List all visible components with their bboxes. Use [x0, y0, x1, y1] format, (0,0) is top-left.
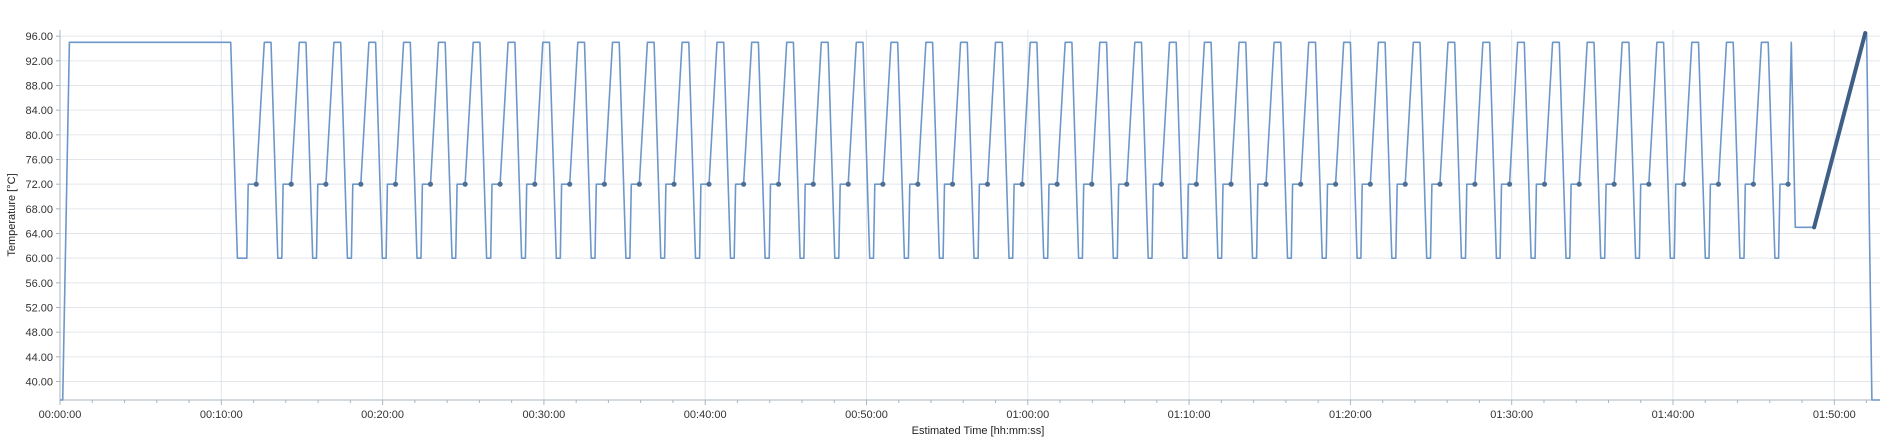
data-point-marker	[741, 181, 747, 187]
x-tick-label: 01:50:00	[1813, 409, 1856, 421]
data-point-marker	[1646, 181, 1652, 187]
data-point-marker	[1576, 181, 1582, 187]
y-tick-label: 44.00	[25, 352, 53, 364]
x-axis-ticks: 00:00:00 00:10:00 00:20:00 00:30:00 00:40:00…	[39, 400, 1868, 421]
series-layer	[60, 31, 1880, 401]
data-point-marker	[1263, 181, 1269, 187]
x-tick-label: 01:10:00	[1168, 409, 1211, 421]
data-point-marker	[1785, 181, 1791, 187]
data-point-marker	[253, 181, 259, 187]
y-tick-label: 80.00	[25, 130, 53, 142]
x-tick-label: 00:30:00	[522, 409, 565, 421]
data-point-marker	[775, 181, 782, 187]
data-point-marker	[915, 181, 921, 187]
data-point-marker	[1158, 181, 1165, 187]
data-point-marker	[1437, 181, 1443, 187]
x-tick-label: 01:00:00	[1006, 409, 1049, 421]
data-point-marker	[532, 181, 538, 187]
y-tick-label: 56.00	[25, 278, 53, 290]
data-point-marker	[392, 181, 399, 187]
y-tick-label: 88.00	[25, 81, 53, 93]
data-point-marker	[810, 181, 816, 187]
y-tick-label: 92.00	[25, 56, 53, 68]
data-point-marker	[1541, 181, 1548, 187]
y-tick-label: 96.00	[25, 31, 53, 43]
data-point-marker	[636, 181, 642, 187]
y-tick-label: 84.00	[25, 105, 53, 117]
y-axis-title: Temperature [°C]	[6, 173, 18, 256]
data-point-marker	[1367, 181, 1373, 187]
data-point-marker	[671, 181, 677, 187]
x-tick-label: 00:20:00	[361, 409, 404, 421]
y-axis-ticks: 40.00 44.00 48.00 52.00 56.00 60.00 64.00 68.00…	[25, 31, 60, 389]
data-point-marker	[323, 181, 329, 187]
data-point-marker	[845, 181, 851, 187]
data-point-marker	[1228, 181, 1234, 187]
x-tick-label: 01:30:00	[1490, 409, 1533, 421]
data-point-marker	[427, 181, 434, 187]
y-tick-label: 48.00	[25, 327, 53, 339]
y-tick-label: 72.00	[25, 179, 53, 191]
x-tick-label: 01:20:00	[1329, 409, 1372, 421]
x-tick-label: 00:40:00	[684, 409, 727, 421]
data-point-marker	[1402, 181, 1408, 187]
data-point-marker	[1333, 181, 1339, 187]
y-tick-label: 76.00	[25, 155, 53, 167]
data-point-marker	[984, 181, 991, 187]
data-point-marker	[1019, 181, 1025, 187]
ramp-segment	[1812, 31, 1868, 230]
data-point-marker	[1472, 181, 1478, 187]
data-point-marker	[1611, 181, 1617, 187]
data-point-marker	[1054, 181, 1060, 187]
x-tick-label: 00:00:00	[39, 409, 82, 421]
y-tick-label: 40.00	[25, 377, 53, 389]
y-tick-label: 52.00	[25, 303, 53, 315]
data-point-marker	[462, 181, 468, 187]
data-point-marker	[497, 181, 503, 187]
x-tick-label: 00:10:00	[200, 409, 243, 421]
data-point-marker	[601, 181, 607, 187]
data-point-marker	[949, 181, 956, 187]
data-point-marker	[1506, 181, 1513, 187]
data-point-marker	[358, 181, 364, 187]
data-point-marker	[1715, 181, 1722, 187]
data-point-marker	[1089, 181, 1095, 187]
data-point-marker	[1124, 181, 1130, 187]
y-tick-label: 60.00	[25, 253, 53, 265]
data-point-marker	[288, 181, 294, 187]
data-point-marker	[1750, 181, 1756, 187]
data-point-marker	[1681, 181, 1687, 187]
data-point-marker	[1298, 181, 1304, 187]
data-point-marker	[567, 181, 573, 187]
data-point-marker	[1193, 181, 1199, 187]
y-tick-label: 68.00	[25, 204, 53, 216]
data-point-marker	[706, 181, 712, 187]
x-tick-label: 01:40:00	[1652, 409, 1695, 421]
x-axis-title: Estimated Time [hh:mm:ss]	[912, 425, 1045, 437]
y-tick-label: 64.00	[25, 229, 53, 241]
data-point-marker	[880, 181, 886, 187]
x-tick-label: 00:50:00	[845, 409, 888, 421]
